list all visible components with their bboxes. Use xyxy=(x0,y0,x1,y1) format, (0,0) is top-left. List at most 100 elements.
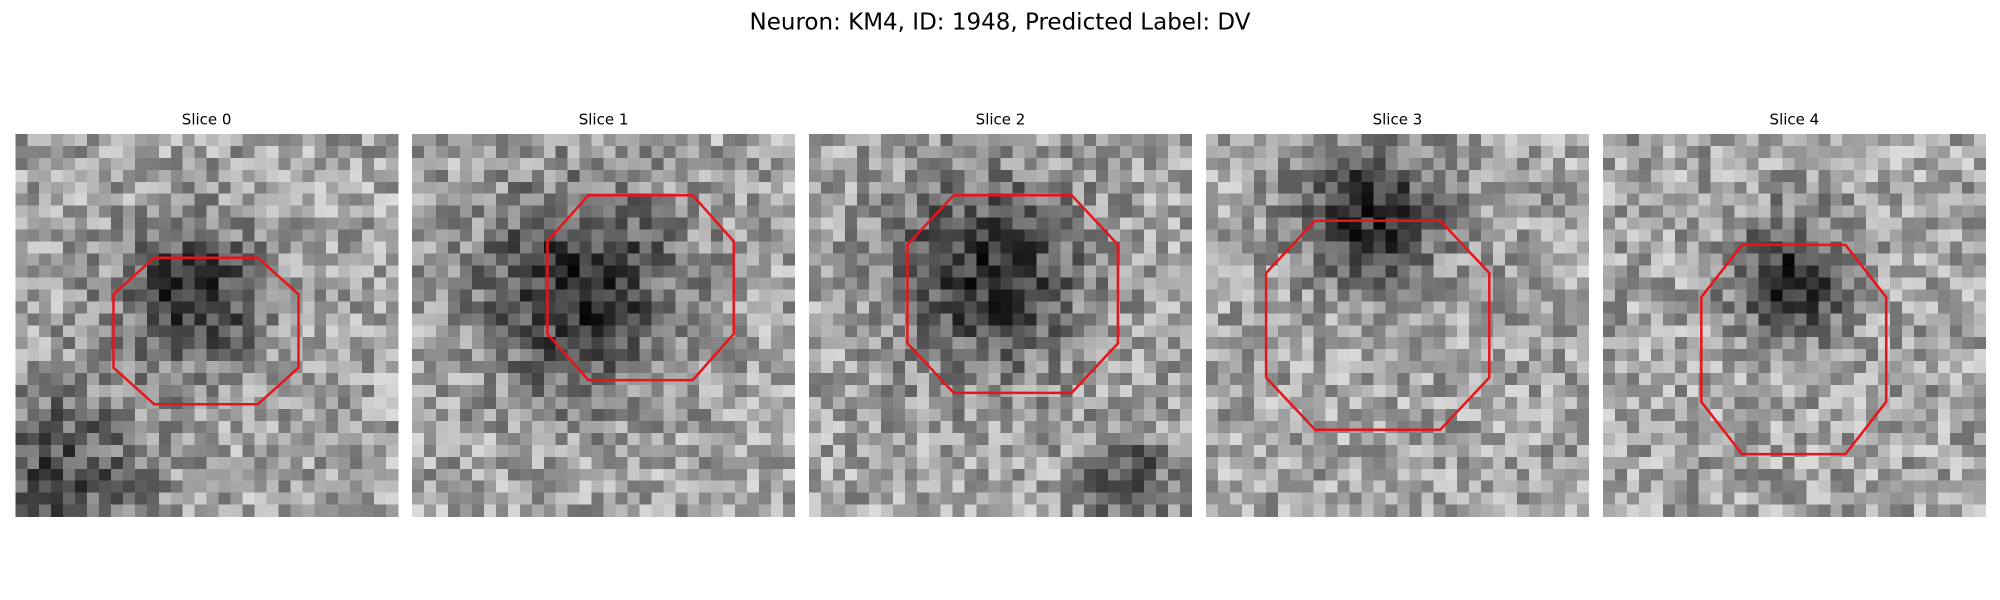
pixel xyxy=(412,492,425,505)
pixel xyxy=(1746,313,1759,326)
pixel xyxy=(627,337,640,350)
pixel xyxy=(952,193,965,206)
pixel xyxy=(916,480,930,493)
pixel xyxy=(1469,420,1482,434)
pixel xyxy=(782,265,796,278)
pixel xyxy=(1493,408,1506,422)
pixel xyxy=(1973,408,1987,422)
pixel xyxy=(770,420,784,434)
pixel xyxy=(99,492,112,505)
pixel xyxy=(436,504,449,517)
pixel xyxy=(1155,373,1169,386)
pixel xyxy=(892,133,906,147)
pixel xyxy=(1277,289,1291,302)
pixel xyxy=(1397,337,1410,350)
pixel xyxy=(1961,193,1975,206)
pixel xyxy=(1433,253,1446,266)
pixel xyxy=(1866,145,1879,159)
pixel xyxy=(1505,193,1518,206)
pixel xyxy=(833,193,846,206)
pixel xyxy=(531,361,545,374)
pixel xyxy=(314,289,327,302)
pixel xyxy=(555,408,568,422)
pixel xyxy=(940,157,953,171)
pixel xyxy=(603,444,616,458)
pixel xyxy=(1770,217,1783,230)
pixel xyxy=(448,504,461,517)
pixel xyxy=(1241,289,1255,302)
pixel xyxy=(1167,480,1181,493)
pixel xyxy=(567,169,580,183)
pixel xyxy=(1638,193,1652,206)
pixel xyxy=(1878,205,1891,218)
pixel xyxy=(99,456,112,470)
pixel xyxy=(1218,169,1231,183)
pixel xyxy=(615,289,628,302)
slice-image xyxy=(1603,133,1987,517)
pixel xyxy=(1890,205,1903,218)
pixel xyxy=(302,193,315,206)
pixel xyxy=(1012,133,1025,147)
pixel xyxy=(1576,229,1590,242)
pixel xyxy=(424,420,437,434)
pixel xyxy=(1036,145,1049,159)
pixel xyxy=(146,133,160,147)
pixel xyxy=(278,241,291,254)
pixel xyxy=(170,241,184,254)
pixel xyxy=(1902,277,1915,290)
pixel xyxy=(627,325,640,338)
pixel xyxy=(495,181,509,195)
pixel xyxy=(904,217,918,230)
pixel xyxy=(567,145,580,159)
pixel xyxy=(290,337,303,350)
pixel xyxy=(1433,277,1446,290)
pixel xyxy=(567,385,580,398)
pixel xyxy=(338,217,351,230)
pixel xyxy=(1144,337,1157,350)
pixel xyxy=(687,420,700,434)
pixel xyxy=(1361,265,1374,278)
pixel xyxy=(1060,229,1073,242)
pixel xyxy=(1505,265,1518,278)
pixel xyxy=(1373,444,1386,458)
pixel xyxy=(254,480,267,493)
pixel xyxy=(1325,301,1338,314)
pixel xyxy=(1937,229,1951,242)
pixel xyxy=(1973,289,1987,302)
pixel xyxy=(1626,361,1640,374)
pixel xyxy=(699,349,712,362)
pixel xyxy=(1361,456,1374,470)
pixel xyxy=(1301,456,1315,470)
pixel xyxy=(579,361,592,374)
pixel xyxy=(964,349,977,362)
pixel xyxy=(326,385,339,398)
pixel xyxy=(1746,385,1759,398)
pixel xyxy=(615,205,628,218)
pixel xyxy=(362,265,375,278)
pixel xyxy=(1000,420,1013,434)
pixel xyxy=(1337,504,1350,517)
pixel xyxy=(1710,157,1723,171)
pixel xyxy=(1973,325,1987,338)
pixel xyxy=(1230,444,1243,458)
pixel xyxy=(1576,145,1590,159)
pixel xyxy=(699,289,712,302)
pixel xyxy=(651,492,664,505)
pixel xyxy=(448,337,461,350)
pixel xyxy=(1206,444,1219,458)
pixel xyxy=(472,265,485,278)
pixel xyxy=(1385,301,1398,314)
pixel xyxy=(1241,181,1255,195)
panel: Slice 0 xyxy=(15,111,399,517)
pixel xyxy=(1325,265,1338,278)
pixel xyxy=(1313,133,1327,147)
pixel xyxy=(194,468,207,482)
pixel xyxy=(1674,157,1688,171)
pixel xyxy=(1650,420,1664,434)
pixel xyxy=(1024,444,1037,458)
pixel xyxy=(675,157,688,171)
pixel xyxy=(1615,241,1628,254)
pixel xyxy=(1961,444,1975,458)
pixel xyxy=(1638,133,1652,147)
pixel xyxy=(1493,193,1506,206)
